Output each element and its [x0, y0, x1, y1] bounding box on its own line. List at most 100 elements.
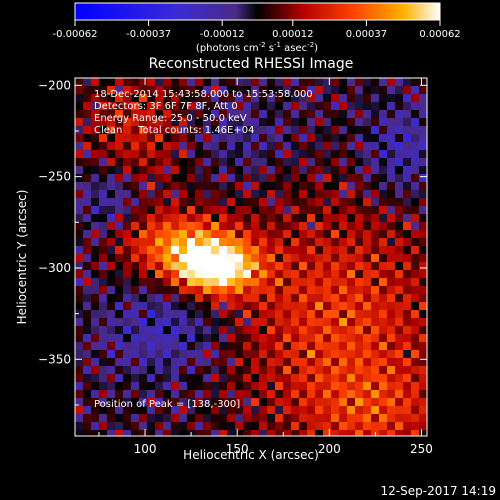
- heatmap-cell: [347, 382, 356, 391]
- heatmap-cell: [203, 270, 212, 279]
- heatmap-cell: [315, 326, 324, 335]
- heatmap-cell: [227, 358, 236, 367]
- heatmap-cell: [251, 326, 260, 335]
- heatmap-cell: [379, 246, 388, 255]
- heatmap-cell: [219, 174, 228, 183]
- heatmap-cell: [131, 398, 140, 407]
- heatmap-cell: [171, 102, 180, 111]
- heatmap-cell: [323, 190, 332, 199]
- heatmap-cell: [155, 398, 164, 407]
- heatmap-cell: [243, 158, 252, 167]
- heatmap-cell: [227, 238, 236, 247]
- heatmap-cell: [195, 286, 204, 295]
- heatmap-cell: [275, 94, 284, 103]
- heatmap-cell: [283, 86, 292, 95]
- heatmap-cell: [83, 270, 92, 279]
- heatmap-cell: [395, 214, 404, 223]
- heatmap-cell: [283, 238, 292, 247]
- heatmap-cell: [123, 230, 132, 239]
- heatmap-cell: [275, 366, 284, 375]
- heatmap-cell: [323, 254, 332, 263]
- heatmap-cell: [371, 118, 380, 127]
- heatmap-cell: [203, 158, 212, 167]
- heatmap-cell: [403, 358, 412, 367]
- heatmap-cell: [347, 422, 356, 431]
- heatmap-cell: [227, 206, 236, 215]
- heatmap-cell: [251, 310, 260, 319]
- heatmap-cell: [219, 134, 228, 143]
- heatmap-cell: [83, 150, 92, 159]
- heatmap-cell: [147, 126, 156, 135]
- heatmap-cell: [299, 126, 308, 135]
- heatmap-cell: [259, 222, 268, 231]
- heatmap-cell: [371, 422, 380, 431]
- heatmap-cell: [203, 206, 212, 215]
- heatmap-cell: [131, 366, 140, 375]
- heatmap-cell: [83, 230, 92, 239]
- heatmap-cell: [275, 270, 284, 279]
- heatmap-cell: [131, 174, 140, 183]
- annotation-peak-position: Position of Peak = [138,-300]: [94, 399, 240, 410]
- heatmap-cell: [387, 190, 396, 199]
- heatmap-cell: [259, 430, 268, 436]
- heatmap-cell: [371, 102, 380, 111]
- heatmap-cell: [243, 110, 252, 119]
- heatmap-cell: [259, 270, 268, 279]
- heatmap-cell: [195, 198, 204, 207]
- heatmap-cell: [179, 422, 188, 431]
- heatmap-cell: [163, 374, 172, 383]
- heatmap-cell: [139, 398, 148, 407]
- heatmap-cell: [99, 174, 108, 183]
- heatmap-cell: [211, 294, 220, 303]
- heatmap-cell: [371, 222, 380, 231]
- heatmap-cell: [355, 134, 364, 143]
- heatmap-cell: [83, 382, 92, 391]
- heatmap-cell: [147, 166, 156, 175]
- heatmap-cell: [323, 350, 332, 359]
- y-tick-label: −200: [38, 78, 71, 92]
- heatmap-cell: [267, 326, 276, 335]
- heatmap-cell: [299, 350, 308, 359]
- heatmap-cell: [307, 270, 316, 279]
- heatmap-cell: [187, 310, 196, 319]
- heatmap-cell: [195, 350, 204, 359]
- heatmap-cell: [387, 102, 396, 111]
- heatmap-cell: [299, 150, 308, 159]
- heatmap-cell: [403, 86, 412, 95]
- heatmap-cell: [107, 294, 116, 303]
- y-axis-label: Heliocentric Y (arcsec): [15, 190, 29, 325]
- heatmap-cell: [291, 222, 300, 231]
- heatmap-cell: [163, 254, 172, 263]
- heatmap-cell: [291, 430, 300, 436]
- heatmap-cell: [115, 222, 124, 231]
- heatmap-cell: [419, 254, 427, 263]
- heatmap-cell: [259, 182, 268, 191]
- heatmap-cell: [243, 134, 252, 143]
- heatmap-cell: [171, 302, 180, 311]
- heatmap-cell: [75, 238, 84, 247]
- heatmap-cell: [331, 118, 340, 127]
- heatmap-cell: [283, 310, 292, 319]
- heatmap-cell: [115, 262, 124, 271]
- heatmap-cell: [147, 238, 156, 247]
- heatmap-cell: [211, 78, 220, 87]
- heatmap-cell: [275, 174, 284, 183]
- heatmap-cell: [83, 166, 92, 175]
- heatmap-cell: [347, 406, 356, 415]
- heatmap-cell: [219, 118, 228, 127]
- heatmap-cell: [371, 110, 380, 119]
- heatmap-cell: [275, 158, 284, 167]
- heatmap-cell: [123, 198, 132, 207]
- heatmap-cell: [259, 142, 268, 151]
- heatmap-cell: [291, 366, 300, 375]
- heatmap-cell: [171, 94, 180, 103]
- heatmap-cell: [227, 334, 236, 343]
- heatmap-cell: [163, 310, 172, 319]
- heatmap-cell: [171, 374, 180, 383]
- heatmap-cell: [363, 422, 372, 431]
- heatmap-cell: [363, 398, 372, 407]
- heatmap-cell: [99, 422, 108, 431]
- colorbar-tick-label: 0.00012: [272, 29, 313, 40]
- heatmap-cell: [131, 182, 140, 191]
- heatmap-cell: [315, 126, 324, 135]
